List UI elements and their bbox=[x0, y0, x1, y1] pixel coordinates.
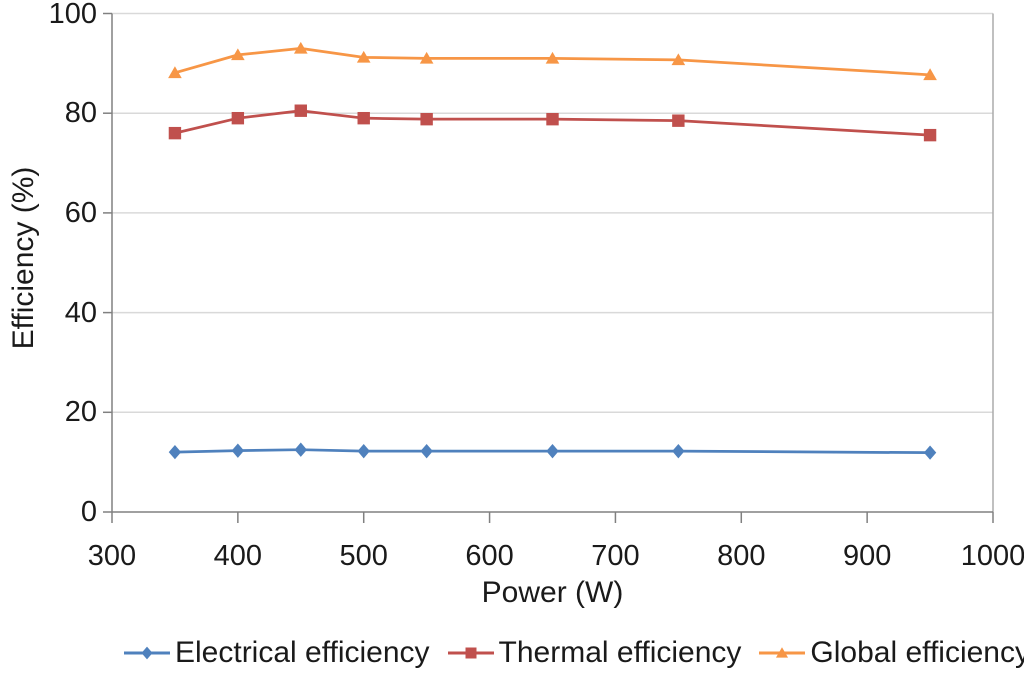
triangle-marker bbox=[545, 51, 560, 64]
x-tick-label: 700 bbox=[591, 540, 640, 572]
series-line bbox=[174, 47, 931, 77]
triangle-marker bbox=[776, 647, 789, 658]
diamond-marker bbox=[294, 442, 307, 457]
series-line bbox=[174, 109, 931, 137]
legend-triangle-sample bbox=[759, 647, 806, 658]
triangle-marker bbox=[168, 66, 182, 79]
x-tick-label: 900 bbox=[842, 540, 892, 572]
legend-item: Global efficiency bbox=[759, 636, 1024, 670]
square-marker bbox=[546, 112, 559, 126]
legend-item: Electrical efficiency bbox=[124, 636, 430, 670]
chart-legend: Electrical efficiency Thermal efficiency G… bbox=[124, 636, 1024, 670]
square-marker bbox=[294, 104, 307, 117]
legend-label: Thermal efficiency bbox=[498, 636, 742, 669]
diamond-marker bbox=[357, 444, 370, 459]
legend-diamond-sample bbox=[124, 646, 170, 660]
y-tick-label: 40 bbox=[64, 296, 97, 329]
diamond-marker bbox=[672, 444, 685, 459]
diamond-marker bbox=[231, 443, 245, 458]
y-tick-label: 0 bbox=[80, 496, 97, 528]
y-tick-label: 20 bbox=[64, 396, 97, 429]
diamond-marker bbox=[923, 445, 937, 460]
y-tick-label: 100 bbox=[48, 0, 97, 30]
diamond-marker bbox=[546, 444, 559, 459]
triangle-marker bbox=[356, 50, 371, 63]
diamond-marker bbox=[420, 444, 433, 459]
triangle-marker bbox=[293, 41, 308, 54]
diamond-marker bbox=[141, 646, 153, 660]
x-axis-title: Power (W) bbox=[481, 576, 624, 609]
triangle-marker bbox=[671, 53, 686, 66]
square-marker bbox=[672, 114, 685, 127]
legend-label: Electrical efficiency bbox=[175, 636, 430, 669]
series-line bbox=[174, 448, 931, 455]
square-marker bbox=[420, 112, 433, 126]
triangle-marker bbox=[923, 68, 937, 81]
square-marker bbox=[231, 111, 245, 125]
x-tick-label: 600 bbox=[465, 540, 514, 572]
square-marker bbox=[923, 128, 937, 142]
y-tick-label: 60 bbox=[64, 196, 97, 229]
x-tick-label: 800 bbox=[717, 540, 766, 572]
square-marker bbox=[357, 111, 370, 125]
square-marker bbox=[465, 647, 477, 659]
legend-label: Global efficiency bbox=[810, 636, 1024, 669]
triangle-marker bbox=[419, 51, 434, 64]
x-tick-label: 300 bbox=[87, 540, 137, 572]
x-tick-label: 500 bbox=[339, 540, 388, 572]
x-tick-label: 400 bbox=[213, 540, 263, 572]
square-marker bbox=[168, 126, 182, 140]
triangle-marker bbox=[231, 48, 245, 61]
y-tick-label: 80 bbox=[64, 97, 97, 130]
x-tick-label: 1000 bbox=[960, 540, 1024, 572]
legend-item: Thermal efficiency bbox=[447, 636, 742, 670]
legend-square-sample bbox=[447, 647, 494, 659]
diamond-marker bbox=[168, 445, 182, 460]
